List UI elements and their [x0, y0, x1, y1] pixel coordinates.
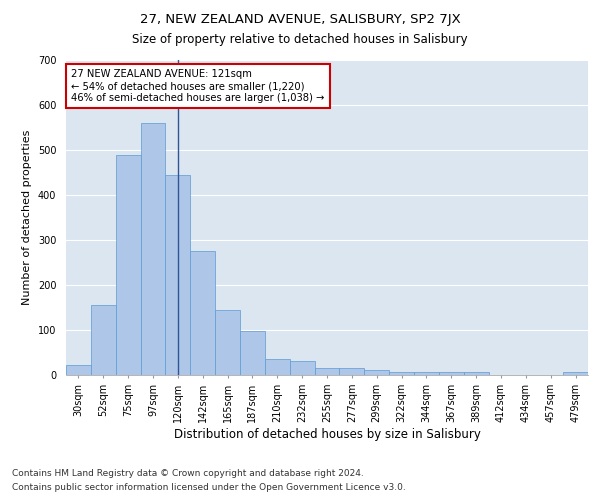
Bar — [215, 310, 240, 375]
Bar — [563, 372, 588, 375]
Text: Contains public sector information licensed under the Open Government Licence v3: Contains public sector information licen… — [12, 484, 406, 492]
Bar — [190, 251, 215, 375]
Y-axis label: Number of detached properties: Number of detached properties — [22, 130, 32, 305]
Bar — [140, 123, 166, 375]
Bar — [314, 368, 340, 375]
Bar — [464, 372, 488, 375]
Bar — [290, 360, 314, 375]
Text: 27, NEW ZEALAND AVENUE, SALISBURY, SP2 7JX: 27, NEW ZEALAND AVENUE, SALISBURY, SP2 7… — [140, 12, 460, 26]
Bar — [91, 305, 116, 375]
Bar — [116, 154, 140, 375]
Bar — [389, 372, 414, 375]
Bar — [265, 359, 290, 375]
Bar — [364, 370, 389, 375]
Bar — [166, 175, 190, 375]
X-axis label: Distribution of detached houses by size in Salisbury: Distribution of detached houses by size … — [173, 428, 481, 440]
Bar — [240, 332, 265, 375]
Bar — [439, 372, 464, 375]
Text: Contains HM Land Registry data © Crown copyright and database right 2024.: Contains HM Land Registry data © Crown c… — [12, 468, 364, 477]
Bar — [340, 368, 364, 375]
Bar — [66, 365, 91, 375]
Bar — [414, 372, 439, 375]
Text: 27 NEW ZEALAND AVENUE: 121sqm
← 54% of detached houses are smaller (1,220)
46% o: 27 NEW ZEALAND AVENUE: 121sqm ← 54% of d… — [71, 70, 325, 102]
Text: Size of property relative to detached houses in Salisbury: Size of property relative to detached ho… — [132, 32, 468, 46]
